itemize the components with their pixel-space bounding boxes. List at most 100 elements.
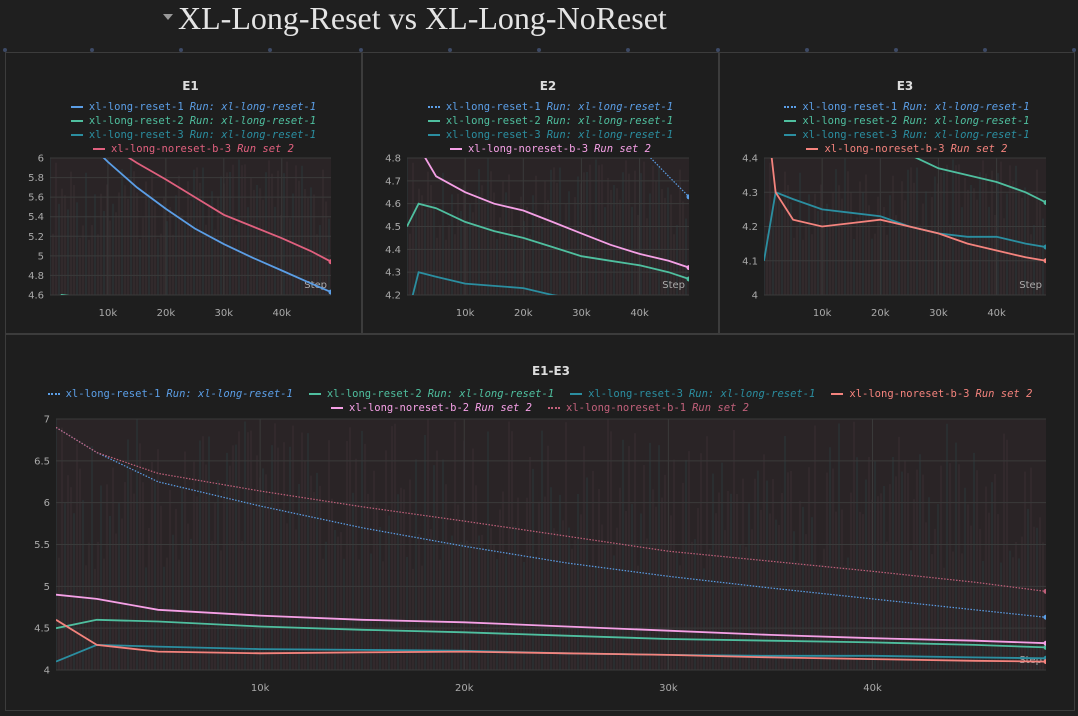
legend-swatch xyxy=(92,148,105,150)
legend-entry[interactable]: xl-long-noreset-b-1 Run set 2 xyxy=(548,401,749,415)
chart: E3 4 4.1 4.2 4.3 4.4 10k 20k 30k 40k Step xyxy=(742,77,1049,319)
x-tick-label: 10k xyxy=(456,308,475,319)
end-point xyxy=(1044,77,1049,82)
legend-run: Run set 2 xyxy=(237,143,294,155)
series-line xyxy=(56,619,1046,663)
legend-run: Run: xl-long-reset-1 xyxy=(189,101,317,113)
legend-name: xl-long-reset-2 xyxy=(326,388,422,400)
series-lines xyxy=(56,426,1046,665)
chart-panel[interactable]: E3 4 4.1 4.2 4.3 4.4 10k 20k 30k 40k Step xl-long-r… xyxy=(719,52,1075,334)
y-tick-label: 4.5 xyxy=(34,624,50,635)
y-tick-label: 4 xyxy=(44,666,50,677)
legend-name: xl-long-reset-3 xyxy=(802,129,898,141)
legend-entry[interactable]: xl-long-reset-3 Run: xl-long-reset-1 xyxy=(570,387,815,401)
legend-entry[interactable]: xl-long-reset-3 Run: xl-long-reset-1 xyxy=(427,128,674,142)
collapse-caret[interactable] xyxy=(160,0,178,36)
y-tick-label: 4.1 xyxy=(742,256,758,267)
legend-run: Run: xl-long-reset-1 xyxy=(546,129,674,141)
series-line xyxy=(411,271,559,295)
series-line xyxy=(56,618,1046,649)
chart-title: E1 xyxy=(182,79,199,93)
y-tick-label: 4.6 xyxy=(28,291,44,302)
legend-swatch xyxy=(784,134,797,136)
x-tick-label: 10k xyxy=(251,683,270,694)
end-point xyxy=(686,265,689,271)
legend-entry[interactable]: xl-long-reset-3 Run: xl-long-reset-1 xyxy=(784,128,1030,142)
y-tick-label: 5.2 xyxy=(28,232,44,243)
legend-name: xl-long-noreset-b-3 xyxy=(467,143,589,155)
legend-swatch xyxy=(784,106,797,108)
legend-entry[interactable]: xl-long-reset-2 Run: xl-long-reset-1 xyxy=(70,114,316,128)
chart-panel[interactable]: E2 4.2 4.3 4.4 4.5 4.6 4.7 4.8 10k 20k 30k 40k Step x… xyxy=(362,52,719,334)
legend-entry[interactable]: xl-long-reset-2 Run: xl-long-reset-1 xyxy=(427,114,673,128)
chart-panel[interactable]: E1 4.6 4.8 5 5.2 5.4 5.6 5.8 6 10k 20k 30k 40k Step xl… xyxy=(5,52,362,334)
series-line xyxy=(56,426,1046,592)
legend-entry[interactable]: xl-long-noreset-b-3 Run set 2 xyxy=(449,142,651,156)
x-tick-label: 30k xyxy=(929,308,948,319)
legend-entry[interactable]: xl-long-reset-1 Run: xl-long-reset-1 xyxy=(784,100,1030,114)
x-axis-label: Step xyxy=(662,280,685,291)
legend-name: xl-long-reset-2 xyxy=(802,115,898,127)
end-point xyxy=(329,325,334,330)
series-line xyxy=(424,158,689,269)
y-tick-label: 7 xyxy=(44,415,50,426)
end-point xyxy=(1043,644,1046,650)
x-tick-label: 10k xyxy=(99,308,118,319)
x-tick-label: 10k xyxy=(813,308,832,319)
y-tick-label: 6 xyxy=(38,154,44,165)
x-tick-label: 40k xyxy=(863,683,882,694)
y-tick-label: 5.8 xyxy=(28,173,44,184)
series-lines xyxy=(60,158,334,330)
x-tick-label: 30k xyxy=(215,308,234,319)
chart-panel[interactable]: E1-E3 4 4.5 5 5.5 6 6.5 7 10k 20k 30k 40k Step xl-lon… xyxy=(5,334,1075,711)
x-tick-label: 30k xyxy=(659,683,678,694)
end-point xyxy=(686,276,689,282)
y-tick-label: 4.3 xyxy=(742,188,758,199)
legend-entry[interactable]: xl-long-reset-1 Run: xl-long-reset-1 xyxy=(47,387,293,401)
y-tick-label: 4.5 xyxy=(385,222,401,233)
y-tick-label: 4.2 xyxy=(385,291,401,302)
legend-run: Run: xl-long-reset-1 xyxy=(189,129,317,141)
legend-swatch xyxy=(449,148,462,150)
legend-entry[interactable]: xl-long-noreset-b-3 Run set 2 xyxy=(92,142,294,156)
legend-entry[interactable]: xl-long-noreset-b-2 Run set 2 xyxy=(330,401,532,415)
legend-name: xl-long-reset-3 xyxy=(445,129,541,141)
chart-title: E3 xyxy=(897,79,914,93)
series-line xyxy=(770,158,1046,262)
legend-entry[interactable]: xl-long-noreset-b-3 Run set 2 xyxy=(806,142,1008,156)
end-point xyxy=(686,194,689,200)
x-tick-label: 20k xyxy=(871,308,890,319)
legend-name: xl-long-reset-1 xyxy=(445,101,541,113)
y-tick-label: 4.8 xyxy=(28,271,44,282)
legend-name: xl-long-noreset-b-3 xyxy=(849,388,970,400)
series-line xyxy=(127,158,331,263)
legend: xl-long-reset-1 Run: xl-long-reset-1 xl-lo… xyxy=(46,100,341,156)
legend-entry[interactable]: xl-long-reset-1 Run: xl-long-reset-1 xyxy=(427,100,673,114)
series-lines xyxy=(764,77,1049,264)
y-tick-label: 4.7 xyxy=(385,176,401,187)
legend-run: Run: xl-long-reset-1 xyxy=(903,129,1030,141)
series-line xyxy=(914,158,1046,204)
legend-entry[interactable]: xl-long-reset-2 Run: xl-long-reset-1 xyxy=(308,387,554,401)
legend-entry[interactable]: xl-long-reset-2 Run: xl-long-reset-1 xyxy=(784,114,1030,128)
end-point xyxy=(1043,588,1046,594)
legend-name: xl-long-noreset-b-3 xyxy=(824,143,945,155)
legend-name: xl-long-noreset-b-1 xyxy=(566,402,687,414)
section-header[interactable]: XL-Long-Reset vs XL-Long-NoReset xyxy=(160,0,667,36)
x-tick-label: 20k xyxy=(157,308,176,319)
y-tick-label: 4.4 xyxy=(742,154,758,165)
end-point xyxy=(1043,200,1046,206)
legend-swatch xyxy=(70,120,83,122)
legend-entry[interactable]: xl-long-reset-1 Run: xl-long-reset-1 xyxy=(70,100,317,114)
legend-entry[interactable]: xl-long-reset-3 Run: xl-long-reset-1 xyxy=(70,128,317,142)
legend-entry[interactable]: xl-long-noreset-b-3 Run set 2 xyxy=(831,387,1032,401)
legend: xl-long-reset-1 Run: xl-long-reset-1 xl-lo… xyxy=(760,100,1054,156)
series-line xyxy=(56,593,1046,645)
legend-run: Run set 2 xyxy=(692,402,750,414)
y-tick-label: 6 xyxy=(44,498,50,509)
end-point xyxy=(1043,244,1046,250)
legend-swatch xyxy=(70,106,83,108)
y-tick-label: 5 xyxy=(44,582,50,593)
y-tick-label: 5.6 xyxy=(28,193,44,204)
x-tick-label: 40k xyxy=(272,308,291,319)
